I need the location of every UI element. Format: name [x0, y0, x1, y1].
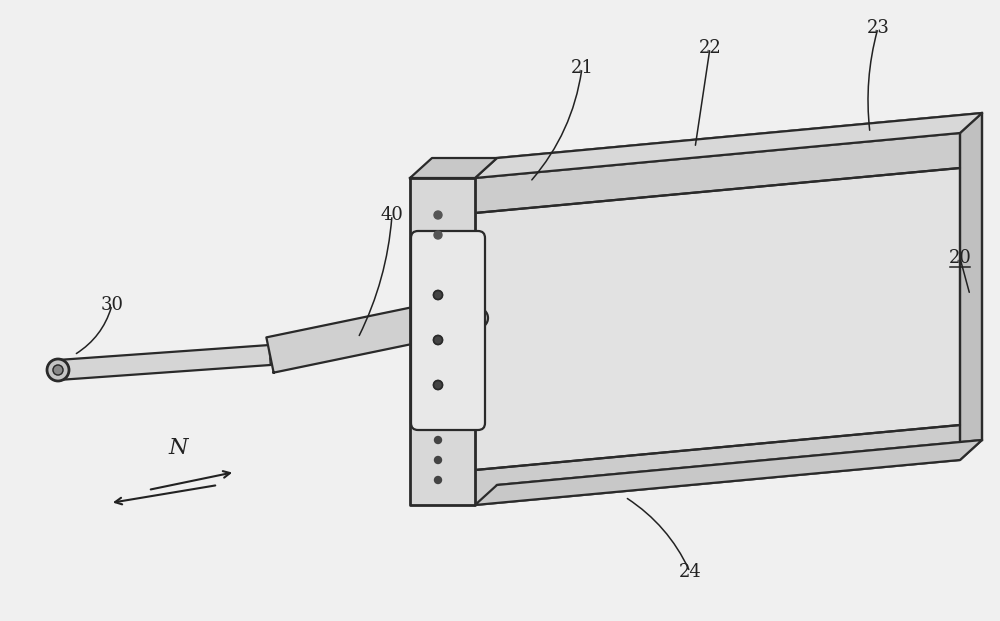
Polygon shape [475, 425, 960, 505]
Text: 20: 20 [949, 249, 971, 267]
Polygon shape [960, 113, 982, 460]
Text: 40: 40 [381, 206, 403, 224]
Polygon shape [475, 133, 960, 213]
Text: 24: 24 [679, 563, 701, 581]
Text: 30: 30 [100, 296, 124, 314]
Circle shape [434, 231, 442, 239]
Circle shape [53, 365, 63, 375]
Circle shape [434, 211, 442, 219]
Polygon shape [57, 345, 271, 380]
Polygon shape [266, 307, 419, 373]
Polygon shape [410, 158, 497, 178]
Polygon shape [475, 168, 960, 470]
Circle shape [434, 381, 442, 389]
Polygon shape [410, 178, 475, 505]
FancyBboxPatch shape [411, 231, 485, 430]
Text: N: N [168, 437, 188, 459]
Circle shape [434, 456, 442, 463]
Text: 22: 22 [699, 39, 721, 57]
Text: 21: 21 [571, 59, 593, 77]
Circle shape [434, 476, 442, 484]
Polygon shape [475, 113, 982, 178]
Circle shape [434, 291, 442, 299]
Circle shape [47, 359, 69, 381]
Text: 23: 23 [867, 19, 889, 37]
Polygon shape [414, 308, 479, 335]
Circle shape [434, 437, 442, 443]
Polygon shape [475, 440, 982, 505]
Circle shape [468, 308, 488, 328]
Circle shape [434, 335, 442, 345]
